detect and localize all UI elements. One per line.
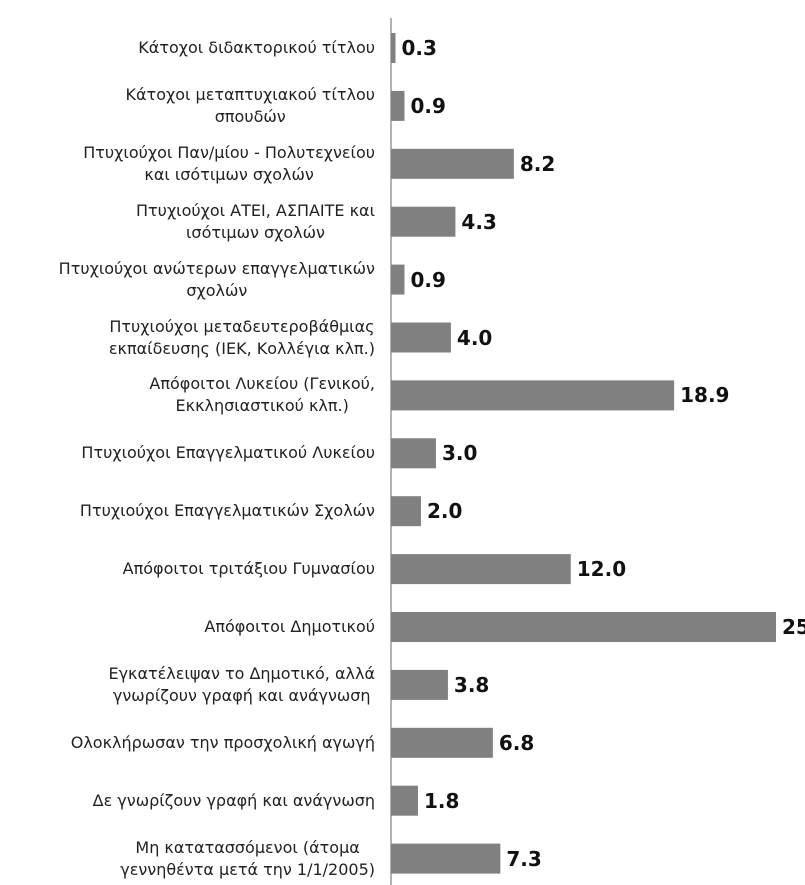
category-text: Απόφοιτοι τριτάξιου Γυμνασίου bbox=[122, 559, 375, 579]
category-label: Κάτοχοι διδακτορικού τίτλου bbox=[138, 20, 375, 76]
value-label: 6.8 bbox=[498, 730, 535, 755]
bar bbox=[391, 727, 493, 758]
value-label: 1.8 bbox=[423, 788, 460, 813]
bar bbox=[391, 148, 514, 179]
value-label: 8.2 bbox=[519, 151, 556, 176]
value-label: 4.0 bbox=[456, 325, 493, 350]
category-label: Πτυχιούχοι ΑΤΕΙ, ΑΣΠΑΙΤΕ και ισότιμων σχ… bbox=[136, 194, 375, 250]
category-text: Απόφοιτοι Λυκείου (Γενικού, Εκκλησιαστικ… bbox=[149, 374, 375, 416]
value-label: 3.0 bbox=[441, 441, 478, 466]
category-label: Μη κατατασσόμενοι (άτομα γεννηθέντα μετά… bbox=[120, 831, 375, 885]
category-label: Πτυχιούχοι ανώτερων επαγγελματικών σχολώ… bbox=[59, 252, 375, 308]
bar bbox=[391, 612, 776, 642]
category-label: Πτυχιούχοι Παν/μίου - Πολυτεχνείου και ι… bbox=[83, 136, 375, 192]
bar bbox=[391, 206, 456, 237]
category-label: Πτυχιούχοι Επαγγελματικών Σχολών bbox=[80, 483, 375, 539]
category-text: Κάτοχοι μεταπτυχιακού τίτλου σπουδών bbox=[125, 84, 375, 126]
bar bbox=[391, 264, 405, 295]
bar bbox=[391, 380, 675, 411]
category-text: Πτυχιούχοι Επαγγελματικού Λυκείου bbox=[81, 443, 375, 463]
category-text: Πτυχιούχοι μεταδευτεροβάθμιας εκπαίδευση… bbox=[108, 316, 375, 358]
bar bbox=[391, 554, 571, 585]
value-label: 4.3 bbox=[461, 209, 497, 234]
category-label: Πτυχιούχοι μεταδευτεροβάθμιας εκπαίδευση… bbox=[109, 310, 375, 366]
bar bbox=[391, 438, 436, 469]
bar bbox=[391, 785, 418, 816]
value-label: 7.3 bbox=[506, 846, 542, 871]
category-text: Πτυχιούχοι ΑΤΕΙ, ΑΣΠΑΙΤΕ και ισότιμων σχ… bbox=[136, 200, 375, 242]
value-label: 25.7 bbox=[782, 615, 805, 639]
bar bbox=[391, 669, 448, 700]
category-text: Πτυχιούχοι Επαγγελματικών Σχολών bbox=[79, 501, 375, 521]
category-text: Κάτοχοι διδακτορικού τίτλου bbox=[138, 38, 375, 57]
category-text: Ολοκλήρωσαν την προσχολική αγωγή bbox=[70, 732, 375, 752]
category-text: Απόφοιτοι Δημοτικού bbox=[204, 617, 375, 636]
value-label: 12.0 bbox=[576, 557, 627, 582]
value-label: 3.8 bbox=[453, 672, 490, 697]
category-text: Πτυχιούχοι ανώτερων επαγγελματικών σχολώ… bbox=[58, 258, 375, 300]
category-text: Δε γνωρίζουν γραφή και ανάγνωση bbox=[92, 790, 375, 810]
category-text: Εγκατέλειψαν το Δημοτικό, αλλά γνωρίζουν… bbox=[108, 663, 375, 705]
value-label: 0.9 bbox=[410, 267, 446, 292]
bar bbox=[391, 322, 451, 353]
category-label: Ολοκλήρωσαν την προσχολική αγωγή bbox=[71, 715, 375, 771]
value-label: 0.3 bbox=[401, 36, 437, 60]
category-label: Δε γνωρίζουν γραφή και ανάγνωση bbox=[93, 773, 375, 829]
category-label: Πτυχιούχοι Επαγγελματικού Λυκείου bbox=[81, 425, 375, 481]
category-text: Πτυχιούχοι Παν/μίου - Πολυτεχνείου και ι… bbox=[83, 142, 375, 184]
bar bbox=[391, 496, 421, 527]
category-label: Απόφοιτοι τριτάξιου Γυμνασίου bbox=[123, 541, 375, 597]
bar bbox=[391, 90, 405, 121]
category-label: Απόφοιτοι Δημοτικού bbox=[204, 599, 375, 655]
value-label: 18.9 bbox=[680, 383, 730, 408]
bar bbox=[391, 843, 501, 874]
category-label: Κάτοχοι μεταπτυχιακού τίτλου σπουδών bbox=[126, 78, 375, 134]
category-text: Μη κατατασσόμενοι (άτομα γεννηθέντα μετά… bbox=[120, 837, 375, 879]
category-label: Εγκατέλειψαν το Δημοτικό, αλλά γνωρίζουν… bbox=[108, 657, 375, 713]
value-label: 0.9 bbox=[410, 93, 446, 118]
bar bbox=[391, 33, 396, 63]
category-label: Απόφοιτοι Λυκείου (Γενικού, Εκκλησιαστικ… bbox=[149, 367, 375, 423]
value-label: 2.0 bbox=[426, 499, 463, 524]
